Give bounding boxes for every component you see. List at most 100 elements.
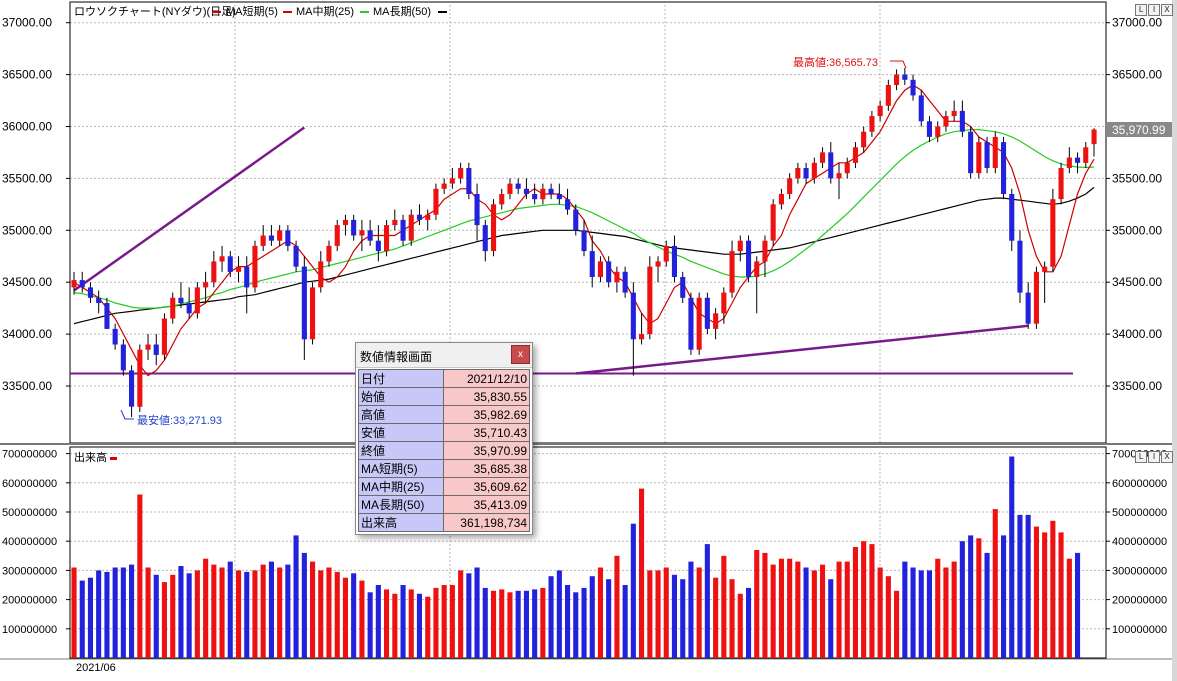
candle-body — [449, 178, 455, 184]
candle-body — [935, 126, 941, 137]
pane-close-button[interactable]: X — [1161, 4, 1173, 16]
volume-bar — [491, 590, 497, 658]
candle-body — [540, 188, 546, 200]
volume-bar — [507, 592, 513, 658]
trendline — [73, 126, 306, 292]
volume-bar — [285, 564, 291, 658]
y-axis-labels-main: 37000.00 37000.00 36500.00 36500.00 36000.00… — [2, 16, 1162, 393]
info-window[interactable]: 数値情報画面 x 日付 2021/12/10 始値 35,830.55 高値 35,982… — [355, 342, 533, 535]
candle-body — [1050, 199, 1056, 267]
volume-bar — [244, 571, 250, 658]
candle-body — [277, 230, 283, 241]
volume-bar — [1017, 514, 1023, 658]
y-tick-label-right: 35500.00 — [1112, 171, 1162, 185]
y-tick-label-left: 34500.00 — [2, 275, 52, 289]
volume-bar — [458, 570, 464, 658]
candle-body — [71, 280, 77, 288]
info-key: 出来高 — [358, 513, 444, 532]
candle-body — [852, 147, 858, 163]
volume-bar — [573, 592, 579, 658]
trendlines — [70, 126, 1073, 375]
candle-body — [400, 219, 406, 241]
min-price-annotation: 最安値:33,271.93 — [137, 413, 222, 427]
candle-body — [770, 204, 776, 241]
volume-bar — [532, 589, 538, 658]
candle-body — [1042, 266, 1048, 272]
volume-bar — [301, 552, 307, 658]
candle-body — [178, 297, 184, 303]
volume-bar — [655, 570, 661, 658]
volume-left-button[interactable]: L — [1135, 451, 1147, 463]
volume-tick-label-right: 300000000 — [1112, 565, 1167, 577]
volume-bar — [334, 571, 340, 658]
info-row: 日付 2021/12/10 — [358, 369, 530, 388]
legend-ma-mid: MA中期(25) — [296, 5, 354, 18]
candle-body — [861, 131, 867, 148]
candle-body — [1017, 240, 1023, 293]
info-table: 日付 2021/12/10 始値 35,830.55 高値 35,982.69 安値 35,7… — [358, 369, 530, 532]
volume-bar — [1058, 532, 1064, 658]
candle-body — [1066, 157, 1072, 168]
volume-bar — [211, 564, 217, 658]
y-tick-label-right: 34000.00 — [1112, 327, 1162, 341]
candle-body — [622, 271, 628, 293]
volume-close-button[interactable]: X — [1161, 451, 1173, 463]
volume-bar — [861, 541, 867, 658]
volume-bar — [894, 590, 900, 658]
volume-bar — [820, 564, 826, 658]
volume-bar — [606, 579, 612, 658]
candle-body — [548, 188, 554, 194]
candle-body — [663, 245, 669, 262]
volume-bar — [1042, 532, 1048, 658]
volume-info-button[interactable]: I — [1148, 451, 1160, 463]
candle-body — [589, 251, 595, 277]
candle-body — [926, 121, 932, 137]
legend-volume-marker — [110, 457, 117, 460]
info-value: 35,609.62 — [443, 477, 530, 496]
volume-bar — [277, 567, 283, 658]
candle-body — [129, 370, 135, 407]
candle-body — [532, 194, 538, 200]
info-window-titlebar[interactable]: 数値情報画面 x — [356, 343, 532, 368]
candle-body — [293, 245, 299, 267]
volume-bar — [449, 585, 455, 658]
candle-body — [79, 280, 85, 288]
volume-bar — [852, 547, 858, 658]
info-value: 35,830.55 — [443, 387, 530, 406]
volume-bar — [737, 593, 743, 658]
volume-bar — [219, 567, 225, 658]
candle-body — [704, 297, 710, 329]
y-tick-label-right: 36500.00 — [1112, 68, 1162, 82]
pane-info-button[interactable]: I — [1148, 4, 1160, 16]
volume-bar — [943, 567, 949, 658]
candle-body — [219, 256, 225, 262]
candle-body — [137, 349, 143, 407]
info-window-close-button[interactable]: x — [511, 345, 530, 364]
candle-body — [359, 230, 365, 236]
last-price-tag-bg — [1106, 122, 1172, 137]
volume-bar — [696, 567, 702, 658]
candle-body — [482, 225, 488, 252]
candle-body — [918, 95, 924, 122]
volume-bar — [268, 561, 274, 658]
volume-bar — [137, 494, 143, 658]
candle-body — [1033, 271, 1039, 324]
candle-body — [491, 204, 497, 251]
volume-bar — [129, 564, 135, 658]
max-price-arrow — [890, 60, 907, 69]
volume-bar — [260, 564, 266, 658]
candle-body — [194, 287, 200, 314]
candle-body — [762, 240, 768, 262]
grid-main — [70, 5, 1106, 443]
volume-bar — [926, 570, 932, 658]
volume-bar — [408, 589, 414, 658]
info-value: 35,710.43 — [443, 423, 530, 442]
volume-bar — [359, 580, 365, 658]
candle-body — [252, 245, 258, 288]
volume-bar — [729, 579, 735, 658]
volume-bar — [342, 577, 348, 658]
pane-left-button[interactable]: L — [1135, 4, 1147, 16]
candle-body — [1058, 168, 1064, 200]
volume-bar — [992, 509, 998, 658]
candle-body — [992, 136, 998, 168]
